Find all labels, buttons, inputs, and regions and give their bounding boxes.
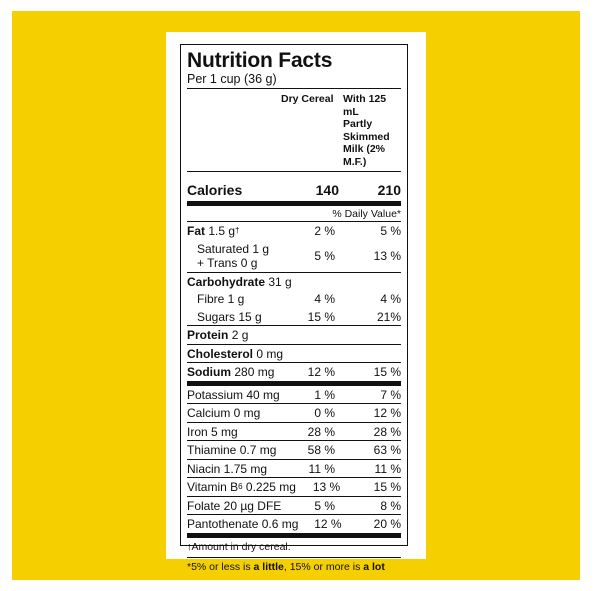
nutrition-facts-panel: Nutrition Facts Per 1 cup (36 g) Dry Cer… (180, 44, 408, 573)
vitamin-b6-row: Vitamin B6 0.225 mg 13 % 15 % (187, 477, 401, 496)
fat-row: Fat 1.5 g† 2 % 5 % (187, 221, 401, 240)
label-card (166, 32, 426, 559)
serving-size: Per 1 cup (36 g) (187, 72, 277, 86)
folate-row: Folate 20 µg DFE 5 % 8 % (187, 495, 401, 515)
cholesterol-row: Cholesterol 0 mg (187, 343, 401, 363)
pantothenate-row: Pantothenate 0.6 mg 12 % 20 % (187, 514, 401, 533)
calcium-row: Calcium 0 mg 0 % 12 % (187, 403, 401, 422)
col-dry-cereal: Dry Cereal (281, 93, 334, 105)
column-headers: Dry Cereal With 125 mL Partly Skimmed Mi… (187, 88, 401, 168)
fibre-row: Fibre 1 g 4 % 4 % (197, 292, 401, 306)
sugars-row: Sugars 15 g 15 % 21% (197, 309, 401, 324)
footnote-daily-value: *5% or less is a little, 15% or more is … (187, 556, 401, 577)
saturated-row: Saturated 1 g + Trans 0 g 5 % 13 % (197, 241, 401, 271)
thick-rule-2 (187, 380, 401, 386)
protein-row: Protein 2 g (187, 325, 401, 344)
carbohydrate-row: Carbohydrate 31 g (187, 271, 401, 291)
thick-rule (187, 201, 401, 206)
calories-row: Calories 140 210 (187, 171, 401, 198)
niacin-row: Niacin 1.75 mg 11 % 11 % (187, 458, 401, 478)
thick-rule-3 (187, 532, 401, 538)
col-with-milk: With 125 mL Partly Skimmed Milk (2% M.F.… (343, 93, 390, 168)
potassium-row: Potassium 40 mg 1 % 7 % (187, 387, 401, 402)
iron-row: Iron 5 mg 28 % 28 % (187, 421, 401, 441)
nutrition-title: Nutrition Facts (187, 49, 333, 72)
sodium-row: Sodium 280 mg 12 % 15 % (187, 362, 401, 381)
footnote-dry-cereal: †Amount in dry cereal. (187, 540, 291, 553)
thiamine-row: Thiamine 0.7 mg 58 % 63 % (187, 440, 401, 459)
daily-value-header: % Daily Value* (332, 208, 401, 220)
